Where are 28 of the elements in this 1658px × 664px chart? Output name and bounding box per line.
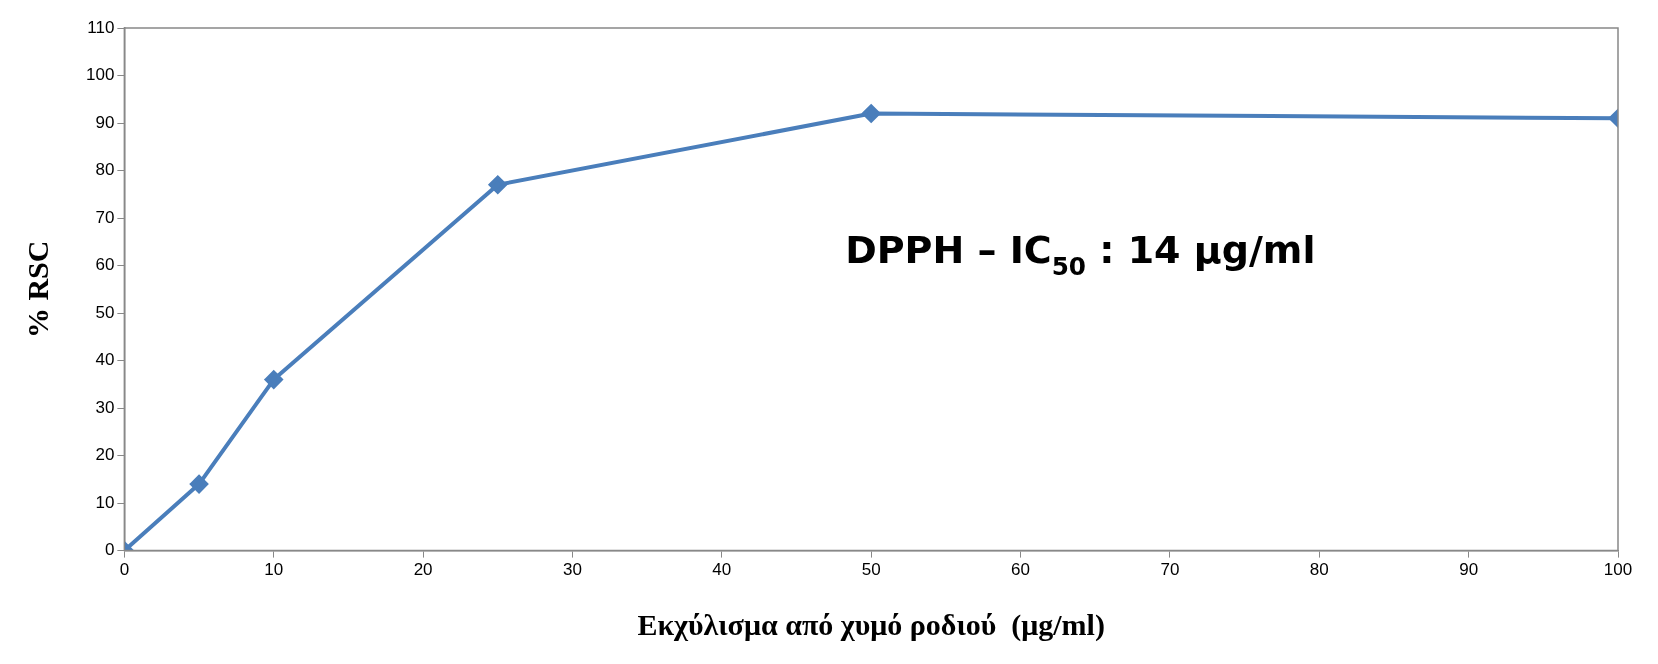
- y-tick-label: 20: [95, 445, 115, 465]
- x-tick-label: 40: [712, 560, 732, 580]
- y-tick-label: 10: [95, 492, 115, 512]
- point: [488, 175, 507, 194]
- x-tick-label: 20: [413, 560, 433, 580]
- point: [190, 475, 209, 494]
- y-axis-title: % RSC: [20, 240, 54, 339]
- y-tick-label: 90: [95, 112, 115, 132]
- x-tick-label: 0: [119, 560, 130, 580]
- x-tick-label: 100: [1603, 560, 1633, 580]
- y-tick-label: 80: [95, 160, 115, 180]
- y-tick-label: 0: [104, 540, 115, 560]
- y-tick-label: 110: [87, 17, 115, 37]
- x-tick-label: 80: [1309, 560, 1329, 580]
- x-tick-label: 30: [562, 560, 582, 580]
- x-tick-label: 10: [264, 560, 284, 580]
- x-tick-label: 50: [861, 560, 881, 580]
- x-axis-title: Εκχύλισμα από χυμό ροδιού (μg/ml): [637, 607, 1105, 642]
- y-tick-label: 100: [85, 65, 115, 85]
- x-tick-label: 60: [1011, 560, 1031, 580]
- point: [264, 370, 283, 389]
- y-tick-label: 70: [95, 207, 115, 227]
- y-tick-label: 60: [95, 255, 115, 275]
- y-tick-label: 40: [95, 350, 115, 370]
- y-tick-label: 30: [95, 397, 115, 417]
- y-tick-label: 50: [95, 302, 115, 322]
- x-tick-label: 70: [1160, 560, 1180, 580]
- x-tick-label: 90: [1459, 560, 1479, 580]
